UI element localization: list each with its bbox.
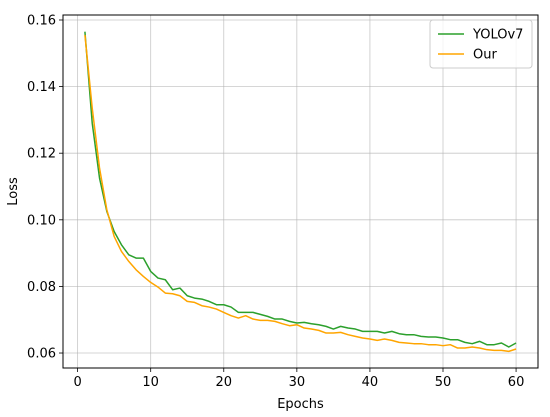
x-axis-ticks: 0 10 20 30 40 50 60 bbox=[73, 368, 524, 390]
x-tick-label: 0 bbox=[73, 375, 81, 390]
y-tick-label: 0.06 bbox=[27, 347, 56, 362]
legend-label-our: Our bbox=[473, 48, 497, 63]
x-tick-label: 20 bbox=[215, 375, 232, 390]
x-tick-label: 60 bbox=[508, 375, 525, 390]
series-line-our bbox=[84, 34, 517, 353]
x-tick-label: 10 bbox=[142, 375, 159, 390]
plot-frame bbox=[62, 14, 539, 369]
y-axis-label: Loss bbox=[6, 177, 21, 206]
y-tick-label: 0.16 bbox=[27, 13, 56, 28]
x-tick-label: 30 bbox=[289, 375, 306, 390]
legend: YOLOv7 Our bbox=[429, 19, 533, 69]
y-tick-label: 0.08 bbox=[27, 280, 56, 295]
y-tick-label: 0.10 bbox=[27, 213, 56, 228]
legend-label-yolov7: YOLOv7 bbox=[472, 28, 523, 43]
x-tick-label: 40 bbox=[362, 375, 379, 390]
legend-box bbox=[429, 19, 533, 69]
series-line-yolov7 bbox=[84, 31, 517, 348]
y-tick-label: 0.14 bbox=[27, 80, 56, 95]
x-tick-label: 50 bbox=[435, 375, 452, 390]
series-lines bbox=[84, 31, 517, 353]
y-axis-ticks: 0.06 0.08 0.10 0.12 0.14 0.16 bbox=[27, 13, 63, 362]
y-tick-label: 0.12 bbox=[27, 147, 56, 162]
x-axis-label: Epochs bbox=[277, 397, 324, 412]
